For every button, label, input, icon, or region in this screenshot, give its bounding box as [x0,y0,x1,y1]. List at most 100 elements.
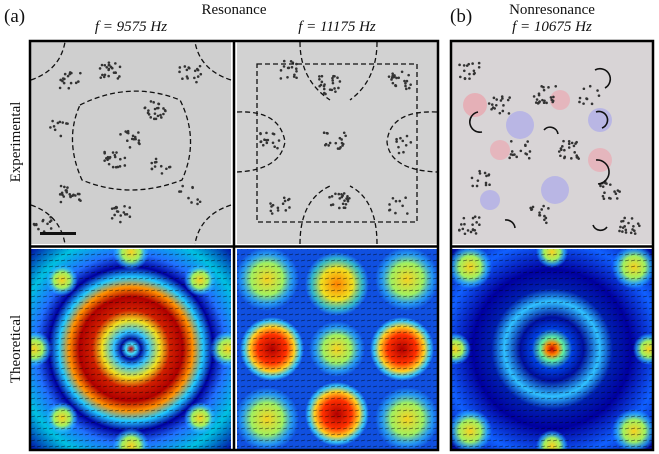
particle [468,77,471,80]
particle [402,150,405,154]
particle [178,190,181,193]
particle [500,95,504,98]
particle [110,207,114,210]
particle [334,141,338,145]
particle [471,223,474,226]
particle [406,212,409,215]
particle [618,229,621,233]
particle [582,102,585,105]
particle [150,167,154,171]
particle [126,131,130,135]
particle [407,73,410,77]
particle [137,139,141,142]
particle [458,229,461,232]
particle [545,101,548,105]
particle [341,194,344,197]
theory-map [237,249,437,449]
particle [119,220,122,224]
particle [404,143,408,147]
particle [67,86,71,90]
particle [391,81,395,85]
particle [488,183,491,187]
particle [150,161,154,165]
particle [615,197,619,200]
particle [338,136,342,140]
particle [409,141,413,144]
particle [113,213,116,217]
particle [103,151,107,155]
particle [196,75,200,78]
scale-bar [40,232,76,235]
particle [108,63,111,67]
theory-map [31,249,231,449]
particle [499,99,503,102]
particle [125,139,129,143]
particle [79,199,82,202]
particle [466,229,470,232]
particle [473,215,477,218]
particle [337,86,340,90]
particle [128,215,132,219]
particle [576,156,580,159]
particle [557,150,561,153]
particle [108,155,112,159]
particle [118,65,122,69]
particle [111,165,115,169]
particle [608,196,611,200]
particle [559,154,562,158]
particle [132,137,136,141]
particle [320,80,324,84]
particle [122,211,126,214]
particle [178,66,182,69]
particle [550,98,554,102]
particle [467,62,471,66]
particle [49,126,52,129]
particle [458,63,461,67]
particle [181,77,184,81]
particle [561,145,564,148]
particle [159,164,163,168]
particle [334,90,337,93]
particle [484,181,488,185]
particle [56,121,60,125]
particle [271,203,275,207]
particle [636,222,640,225]
particle [149,100,153,103]
particle [337,192,341,196]
particle [395,76,398,80]
particle [198,64,202,68]
particle [585,97,589,101]
particle [58,193,62,196]
particle [471,228,475,231]
particle [123,204,126,208]
particle [259,131,262,135]
particle [185,75,189,78]
particle [328,195,331,199]
particle [334,192,337,196]
particle [154,157,158,161]
particle [269,209,273,213]
particle [53,128,57,132]
particle [502,104,505,107]
particle [111,151,115,154]
particle [601,185,605,188]
particle [395,140,398,143]
particle [286,76,289,79]
particle [149,116,153,119]
particle [324,92,327,96]
particle [501,109,505,113]
particle [567,142,571,146]
particle [58,120,62,124]
particle [409,83,412,86]
particle [68,192,72,196]
particle [288,206,291,209]
particle [160,116,163,119]
particle [572,144,576,148]
particle [532,95,536,98]
particle [399,136,402,140]
particle [336,76,339,79]
particle [342,192,346,195]
particle [105,66,109,69]
particle [61,121,65,124]
